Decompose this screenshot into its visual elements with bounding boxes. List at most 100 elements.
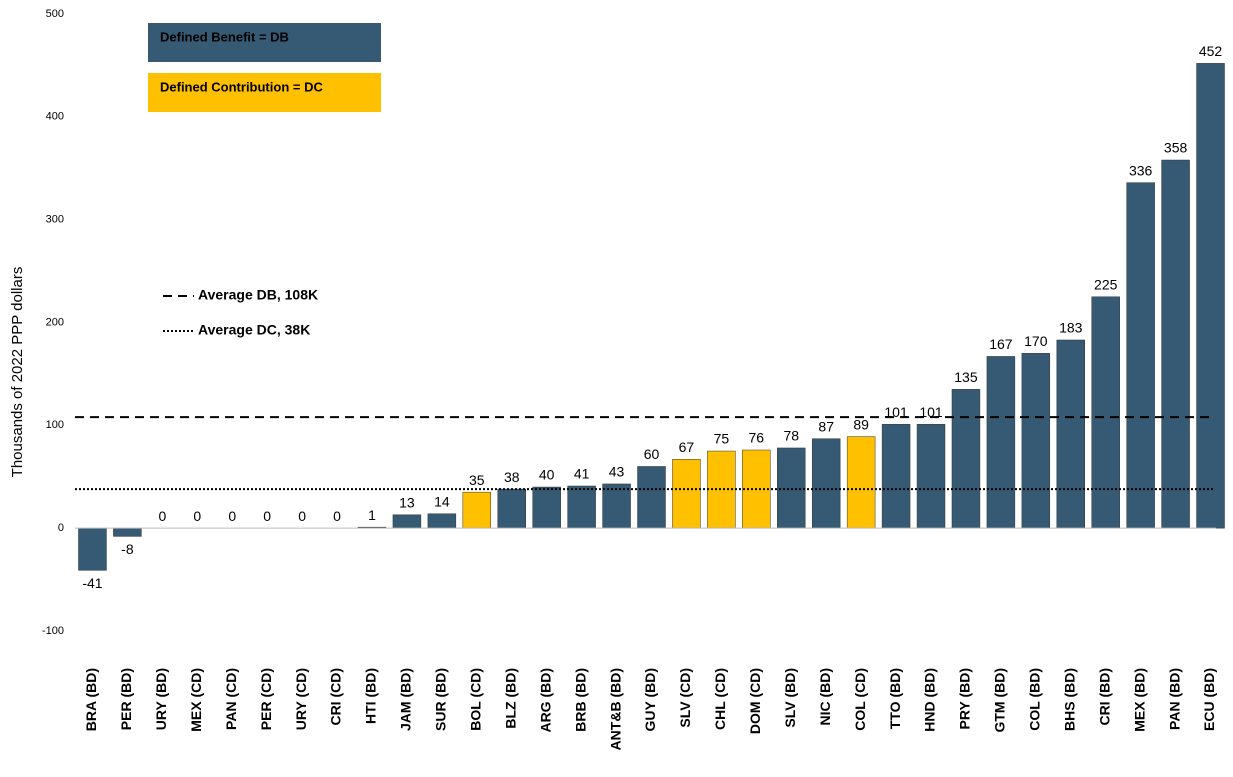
value-label: 0 xyxy=(298,508,306,524)
x-tick-label: PER (BD) xyxy=(118,668,134,730)
bar xyxy=(113,527,142,537)
y-tick-label: 100 xyxy=(46,419,64,431)
value-label: 76 xyxy=(749,430,765,446)
x-tick-label: DOM (CD) xyxy=(747,668,763,734)
value-label: 0 xyxy=(158,508,166,524)
bar xyxy=(916,424,946,529)
value-label: 101 xyxy=(884,404,908,420)
reference-label: Average DC, 38K xyxy=(198,322,310,338)
bar xyxy=(777,447,806,529)
value-label: 358 xyxy=(1164,140,1188,156)
value-label: 135 xyxy=(954,369,978,385)
legend-box xyxy=(148,73,381,112)
bar xyxy=(427,513,457,529)
x-tick-label: BRA (BD) xyxy=(83,668,99,731)
value-label: 13 xyxy=(399,495,415,511)
x-tick-label: PER (CD) xyxy=(258,668,274,730)
x-tick-label: BOL (CD) xyxy=(468,668,484,731)
x-tick-label: HND (BD) xyxy=(922,668,938,732)
x-tick-label: CHL (CD) xyxy=(712,668,728,730)
value-label: 40 xyxy=(539,467,555,483)
value-label: -8 xyxy=(121,541,134,557)
bar xyxy=(881,424,911,529)
x-tick-label: ARG (BD) xyxy=(537,668,553,733)
value-label: 78 xyxy=(783,428,799,444)
x-tick-label: GTM (BD) xyxy=(992,668,1008,733)
y-tick-label: 400 xyxy=(46,111,64,123)
x-tick-label: BRB (BD) xyxy=(572,668,588,732)
value-label: 38 xyxy=(504,469,520,485)
x-tick-label: BLZ (BD) xyxy=(502,668,518,729)
bar xyxy=(986,356,1016,529)
bar xyxy=(497,488,526,529)
y-tick-label: 300 xyxy=(46,214,64,226)
bar xyxy=(1021,353,1051,529)
value-label: 167 xyxy=(989,336,1013,352)
x-tick-label: GUY (BD) xyxy=(642,668,658,732)
x-tick-label: URY (CD) xyxy=(293,668,309,730)
bar xyxy=(532,486,561,529)
value-label: 336 xyxy=(1129,162,1153,178)
value-label: 183 xyxy=(1059,320,1083,336)
value-label: 75 xyxy=(714,431,730,447)
bar xyxy=(811,438,841,529)
bar xyxy=(1056,339,1085,529)
x-tick-label: URY (BD) xyxy=(153,668,169,730)
value-label: 14 xyxy=(434,493,450,509)
value-label: -41 xyxy=(82,575,102,591)
value-label: 43 xyxy=(609,464,625,480)
value-label: 0 xyxy=(193,508,201,524)
value-label: 60 xyxy=(644,446,660,462)
x-tick-label: NIC (BD) xyxy=(817,668,833,726)
legend-label: Defined Benefit = DB xyxy=(160,29,289,44)
bar xyxy=(846,436,876,529)
bar xyxy=(637,466,666,529)
value-label: 0 xyxy=(333,508,341,524)
x-tick-label: PAN (BD) xyxy=(1166,668,1182,730)
x-tick-label: BHS (BD) xyxy=(1061,668,1077,731)
bar xyxy=(462,491,492,529)
bar xyxy=(567,485,596,529)
x-tick-label: JAM (BD) xyxy=(398,668,414,731)
x-tick-label: MEX (BD) xyxy=(1131,668,1147,732)
x-tick-label: CRI (BD) xyxy=(1096,668,1112,726)
x-tick-label: PRY (BD) xyxy=(957,668,973,729)
bar xyxy=(1126,182,1155,529)
x-tick-label: PAN (CD) xyxy=(223,668,239,730)
y-tick-label: 200 xyxy=(46,316,64,328)
value-label: 0 xyxy=(263,508,271,524)
x-tick-label: COL (CD) xyxy=(852,668,868,731)
value-label: 1 xyxy=(368,507,376,523)
x-tick-label: ANT&B (BD) xyxy=(607,668,623,750)
bar xyxy=(392,514,422,529)
value-label: 0 xyxy=(228,508,236,524)
bar xyxy=(602,483,631,529)
x-tick-label: SUR (BD) xyxy=(433,668,449,731)
bar xyxy=(951,389,981,529)
x-tick-label: SLV (BD) xyxy=(782,668,798,728)
value-label: 101 xyxy=(919,404,943,420)
y-tick-label: 500 xyxy=(46,8,64,20)
value-label: 170 xyxy=(1024,333,1048,349)
bar xyxy=(1161,159,1190,529)
x-tick-label: TTO (BD) xyxy=(887,668,903,729)
x-tick-label: SLV (CD) xyxy=(677,668,693,728)
y-tick-label: -100 xyxy=(42,625,64,637)
x-tick-label: ECU (BD) xyxy=(1201,668,1217,731)
x-tick-label: MEX (CD) xyxy=(188,668,204,732)
x-tick-label: COL (BD) xyxy=(1027,668,1043,731)
x-tick-label: CRI (CD) xyxy=(328,668,344,726)
bar xyxy=(1091,296,1120,529)
bar xyxy=(1196,63,1225,529)
bar xyxy=(672,459,701,529)
value-label: 87 xyxy=(818,418,834,434)
x-tick-label: HTI (BD) xyxy=(363,668,379,724)
value-label: 41 xyxy=(574,466,590,482)
value-label: 225 xyxy=(1094,276,1118,292)
value-label: 67 xyxy=(679,439,695,455)
value-label: 35 xyxy=(469,472,485,488)
y-tick-label: 0 xyxy=(58,522,64,534)
legend-box xyxy=(148,23,381,62)
reference-label: Average DB, 108K xyxy=(198,287,318,303)
